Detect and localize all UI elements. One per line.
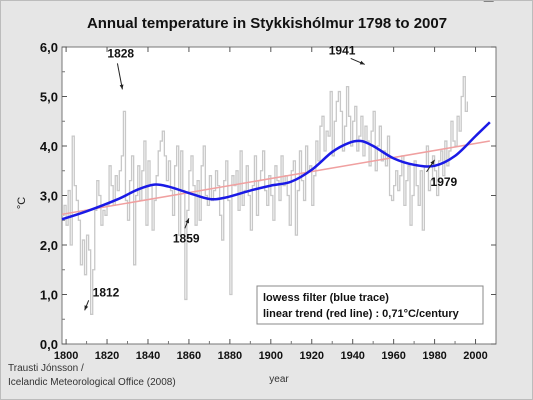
annotation-arrowhead [359,60,365,65]
chart-title: Annual temperature in Stykkishólmur 1798… [87,15,447,32]
credit-organization: Icelandic Meteorological Office (2008) [8,377,176,388]
series-linear-trend [61,140,490,216]
legend: lowess filter (blue trace) linear trend … [256,285,484,325]
annotation-arrowhead [84,305,89,311]
series-annual-mean [62,76,468,315]
annotation-arrowhead [430,159,435,165]
x-tick-label: 1880 [218,350,242,362]
y-tick-label: 3,0 [40,189,58,204]
annotation-year-1941: 1941 [329,43,356,57]
y-tick-label: 6,0 [40,40,58,55]
x-tick-label: 1960 [381,350,405,362]
x-tick-label: 1980 [422,350,446,362]
y-tick-label: 5,0 [40,90,58,105]
x-tick-label: 1860 [177,350,201,362]
annotation-year-1828: 1828 [107,46,134,60]
annotation-year-1979: 1979 [431,175,458,189]
y-axis-label: °C [16,197,28,209]
x-axis: 1800 1820 1840 1860 1880 1900 1920 1940 1960 1980… [54,47,488,362]
legend-line-trend: linear trend (red line) : 0,71°C/century [263,308,460,320]
y-axis: 0,0 1,0 2,0 3,0 4,0 5,0 6,0 [40,40,496,352]
y-tick-label: 1,0 [40,288,58,303]
y-tick-label: 2,0 [40,238,58,253]
x-tick-label: 1940 [340,350,364,362]
annotations: 1828 1812 1859 1941 1979 2003 [84,1,494,311]
series-layer [61,76,491,315]
legend-box [256,285,484,325]
x-tick-label: 1820 [95,350,119,362]
x-tick-label: 1900 [259,350,283,362]
x-tick-label: 2000 [463,350,487,362]
x-tick-label: 1800 [54,350,78,362]
annotation-arrowhead [119,84,124,90]
annotation-arrowhead [185,218,189,224]
y-tick-label: 4,0 [40,139,58,154]
annotation-year-1812: 1812 [93,285,120,299]
x-tick-label: 1920 [300,350,324,362]
series-lowess [61,121,491,221]
x-tick-label: 1840 [136,350,160,362]
credit-author: Trausti Jónsson / [8,363,84,374]
annotation-year-2003: 2003 [464,1,491,4]
y-tick-label: 0,0 [40,337,58,352]
x-axis-label: year [269,374,289,385]
legend-line-lowess: lowess filter (blue trace) [263,292,389,304]
annotation-year-1859: 1859 [173,231,200,245]
